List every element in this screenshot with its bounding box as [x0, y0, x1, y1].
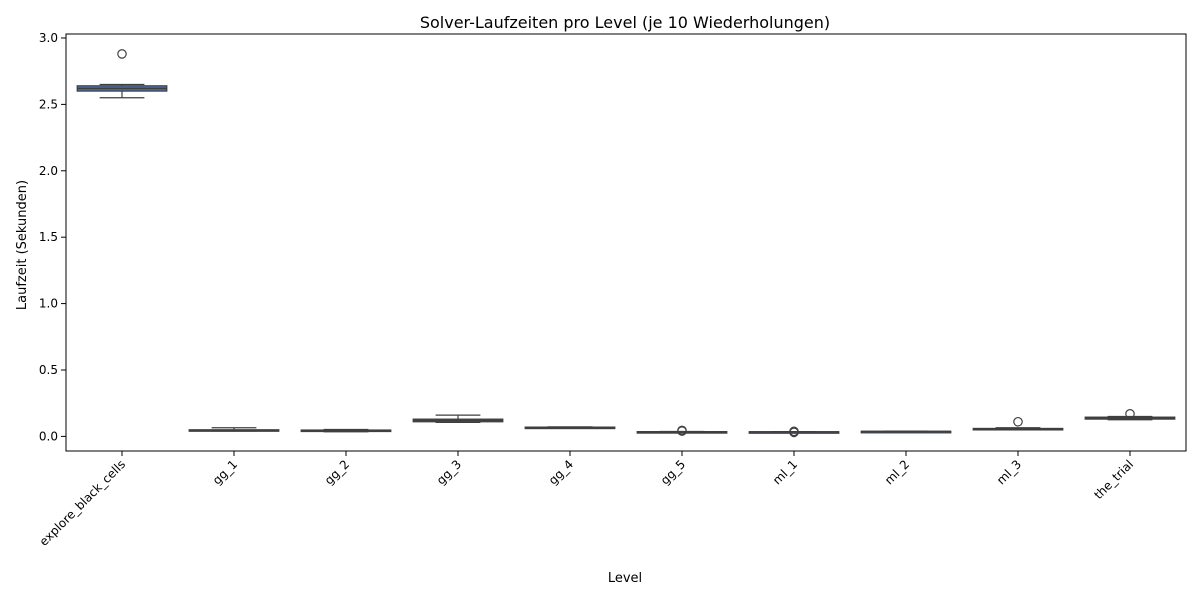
- outlier-point: [789, 426, 799, 437]
- plot-area: [65, 33, 1187, 452]
- y-tick-label: 1.5: [39, 230, 58, 244]
- box-ml_3: [972, 416, 1064, 431]
- y-axis-label: Laufzeit (Sekunden): [15, 180, 30, 310]
- x-tick-label: gg_5: [658, 457, 688, 487]
- box-explore_black_cells: [76, 49, 168, 99]
- x-axis: explore_black_cells gg_1 gg_2 gg_3 gg_4 gg_5 m…: [37, 451, 1136, 549]
- box-ml_2: [860, 430, 952, 434]
- box-gg_5: [636, 425, 728, 436]
- y-axis: 0.0 0.5 1.0 1.5 2.0 2.5 3.0: [39, 31, 66, 443]
- x-tick-label: ml_3: [994, 457, 1024, 487]
- x-tick-label: gg_1: [210, 457, 240, 487]
- box-the_trial: [1084, 409, 1176, 421]
- x-axis-label: Level: [608, 571, 642, 586]
- y-tick-label: 2.0: [39, 164, 58, 178]
- box-ml_1: [748, 426, 840, 438]
- x-tick-label: ml_2: [882, 457, 912, 487]
- y-tick-label: 2.5: [39, 97, 58, 111]
- box-gg_4: [524, 426, 616, 430]
- chart-title: Solver-Laufzeiten pro Level (je 10 Wiede…: [420, 13, 830, 32]
- box-gg_2: [300, 428, 392, 433]
- x-tick-label: explore_black_cells: [37, 457, 128, 548]
- x-tick-label: gg_4: [546, 457, 576, 487]
- box-gg_3: [412, 414, 504, 424]
- x-tick-label: ml_1: [770, 457, 800, 487]
- boxes: [76, 49, 1176, 438]
- y-tick-label: 0.5: [39, 363, 58, 377]
- y-tick-label: 1.0: [39, 297, 58, 311]
- box-gg_1: [188, 427, 280, 432]
- plot-frame: [65, 33, 1187, 452]
- outlier-point: [1013, 416, 1023, 427]
- outlier-point: [117, 49, 127, 59]
- x-tick-label: gg_2: [322, 457, 352, 487]
- outlier-point: [1125, 409, 1135, 419]
- outlier-point: [677, 425, 687, 436]
- y-tick-label: 0.0: [39, 429, 58, 443]
- y-tick-label: 3.0: [39, 31, 58, 45]
- x-tick-label: the_trial: [1091, 457, 1136, 502]
- x-tick-label: gg_3: [434, 457, 464, 487]
